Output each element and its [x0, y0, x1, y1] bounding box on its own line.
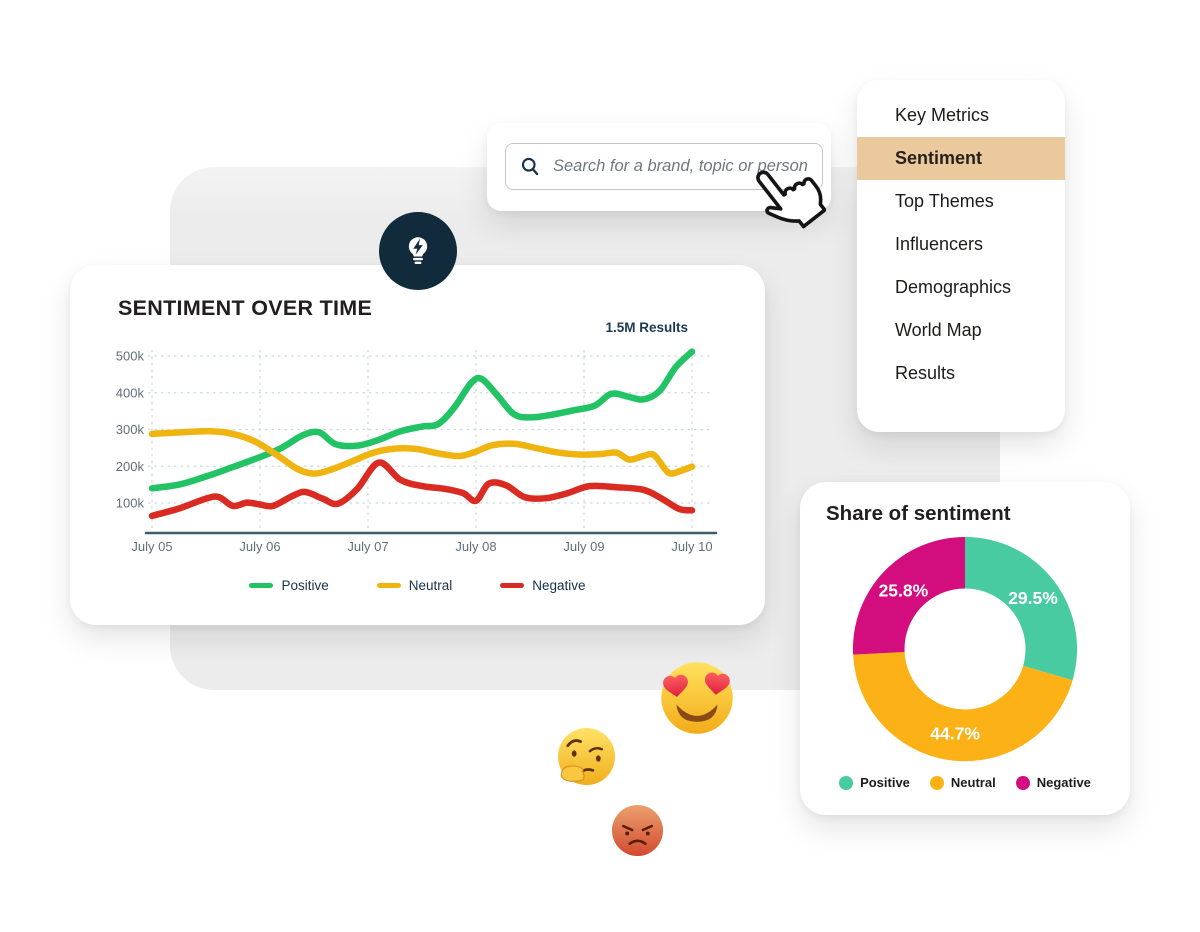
legend-item-positive: Positive	[249, 578, 329, 593]
section-menu: Key Metrics Sentiment Top Themes Influen…	[857, 80, 1065, 432]
donut-legend-item-negative: Negative	[1015, 775, 1091, 790]
search-card	[487, 123, 831, 211]
thinking-emoji	[557, 727, 616, 786]
lightbulb-bolt-icon	[408, 237, 428, 265]
legend-swatch	[376, 582, 401, 589]
results-count: 1.5M Results	[605, 320, 688, 335]
legend-label: Negative	[1036, 775, 1091, 790]
legend-label: Neutral	[408, 578, 453, 593]
donut-legend-item-positive: Positive	[839, 775, 910, 790]
svg-text:100k: 100k	[116, 496, 145, 511]
svg-text:44.7%: 44.7%	[930, 723, 980, 743]
svg-text:July 09: July 09	[563, 539, 604, 554]
sidebar-item-results[interactable]: Results	[857, 352, 1065, 395]
svg-text:July 07: July 07	[347, 539, 388, 554]
menu-item-label: Influencers	[895, 234, 984, 254]
insight-badge	[379, 212, 457, 290]
line-chart-legend: Positive Neutral Negative	[70, 578, 765, 593]
svg-text:July 06: July 06	[239, 539, 280, 554]
menu-item-label: Top Themes	[895, 191, 994, 211]
svg-text:400k: 400k	[116, 385, 145, 400]
menu-item-label: Key Metrics	[895, 105, 990, 125]
donut-legend-item-neutral: Neutral	[929, 775, 996, 790]
legend-label: Positive	[860, 775, 910, 790]
search-input[interactable]	[551, 156, 812, 177]
sidebar-item-key-metrics[interactable]: Key Metrics	[857, 94, 1065, 137]
legend-label: Positive	[281, 578, 329, 593]
heart-eyes-emoji	[661, 662, 733, 734]
svg-text:29.5%: 29.5%	[1008, 588, 1058, 608]
svg-text:July 10: July 10	[671, 539, 712, 554]
sidebar-item-world-map[interactable]: World Map	[857, 309, 1065, 352]
donut-legend: Positive Neutral Negative	[800, 775, 1130, 790]
legend-swatch	[929, 775, 944, 790]
menu-item-label: Demographics	[895, 277, 1012, 297]
menu-item-label: Results	[895, 363, 956, 383]
legend-swatch	[249, 582, 274, 589]
legend-swatch	[1015, 775, 1030, 790]
hand-pointer-icon	[756, 170, 826, 229]
sidebar-item-sentiment[interactable]: Sentiment	[857, 137, 1065, 180]
svg-text:July 08: July 08	[455, 539, 496, 554]
legend-label: Neutral	[950, 775, 996, 790]
sidebar-item-top-themes[interactable]: Top Themes	[857, 180, 1065, 223]
svg-text:300k: 300k	[116, 422, 145, 437]
chart-title: SENTIMENT OVER TIME	[118, 296, 373, 320]
legend-swatch	[839, 775, 854, 790]
svg-text:200k: 200k	[116, 459, 145, 474]
sentiment-over-time-card: SENTIMENT OVER TIME 1.5M Results 500k 400…	[70, 265, 765, 625]
legend-label: Negative	[532, 578, 586, 593]
svg-text:25.8%: 25.8%	[879, 580, 929, 600]
line-chart: 500k 400k 300k 200k 100k July 05 July 06 July 0…	[116, 348, 718, 554]
menu-item-label: Sentiment	[895, 148, 983, 168]
sidebar-item-demographics[interactable]: Demographics	[857, 266, 1065, 309]
search-icon	[521, 157, 539, 176]
svg-text:July 05: July 05	[131, 539, 172, 554]
menu-item-label: World Map	[895, 320, 982, 340]
legend-swatch	[500, 582, 525, 589]
svg-text:500k: 500k	[116, 349, 145, 364]
donut-chart: 29.5% 44.7% 25.8%	[852, 537, 1078, 762]
legend-item-neutral: Neutral	[376, 578, 453, 593]
donut-title: Share of sentiment	[826, 502, 1011, 525]
angry-emoji	[611, 804, 664, 857]
share-of-sentiment-card: Share of sentiment 29.5% 44.7% 25.8% Posit…	[800, 482, 1130, 815]
sidebar-item-influencers[interactable]: Influencers	[857, 223, 1065, 266]
legend-item-negative: Negative	[500, 578, 586, 593]
